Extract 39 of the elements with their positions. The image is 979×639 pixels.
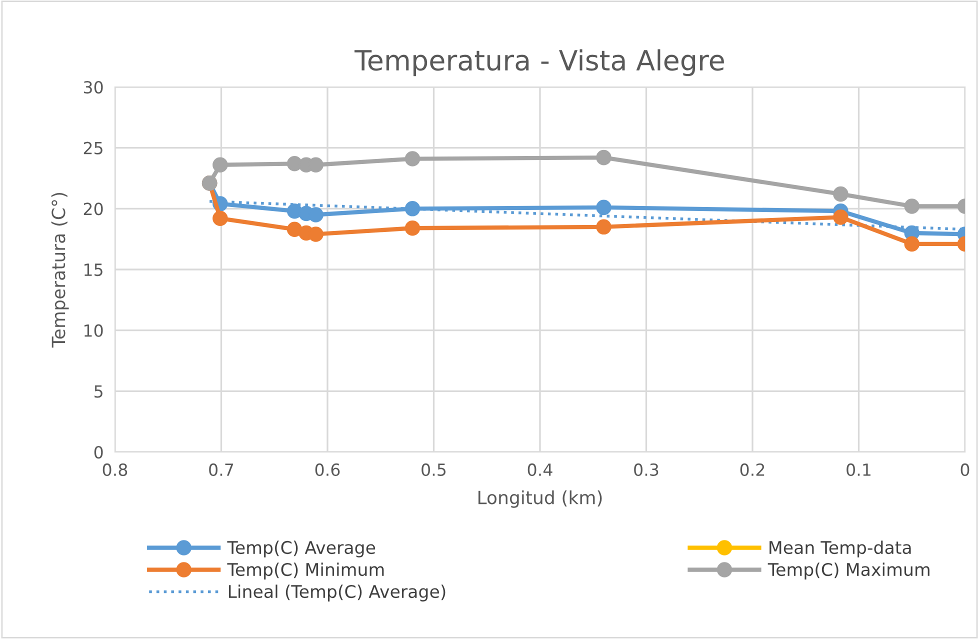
x-tick-label: 0.3 [634, 463, 658, 476]
point [833, 186, 848, 202]
x-tick-label: 0.2 [740, 463, 764, 476]
point [596, 219, 612, 235]
point [404, 201, 420, 216]
legend-label: Temp(C) Average [227, 540, 376, 558]
point [833, 210, 848, 225]
y-axis-title: Temperatura (C°) [51, 192, 69, 348]
point [212, 157, 228, 173]
point [596, 150, 612, 166]
legend-label: Temp(C) Minimum [227, 562, 384, 580]
point [212, 210, 228, 226]
point [286, 222, 302, 237]
y-tick-label: 20 [84, 202, 103, 216]
y-tick-label: 5 [94, 385, 102, 398]
point [404, 220, 420, 236]
x-tick-label: 0.4 [528, 463, 552, 476]
legend-label: Lineal (Temp(C) Average) [228, 584, 446, 602]
legend-label: Mean Temp-data [770, 540, 911, 558]
x-tick-label: 0.8 [102, 463, 128, 476]
point [404, 151, 420, 166]
x-tick-label: 0.5 [422, 463, 446, 476]
y-tick-label: 0 [94, 446, 103, 459]
y-tick-label: 25 [84, 142, 102, 154]
point [596, 200, 612, 216]
point [904, 198, 920, 214]
point [308, 226, 324, 242]
x-tick-label: 0 [960, 463, 970, 476]
chart-title: Temperatura - Vista Alegre [354, 49, 724, 76]
y-tick-label: 15 [84, 264, 102, 276]
legend-label: Temp(C) Maximum [768, 562, 930, 580]
y-tick-label: 10 [84, 324, 103, 337]
point [308, 207, 324, 222]
x-axis-title: Longitud (km) [478, 490, 602, 508]
x-tick-label: 0.6 [315, 463, 340, 476]
point [904, 236, 920, 252]
x-tick-label: 0.1 [846, 463, 870, 476]
x-tick-label: 0.7 [209, 463, 234, 476]
y-tick-label: 30 [84, 80, 103, 94]
